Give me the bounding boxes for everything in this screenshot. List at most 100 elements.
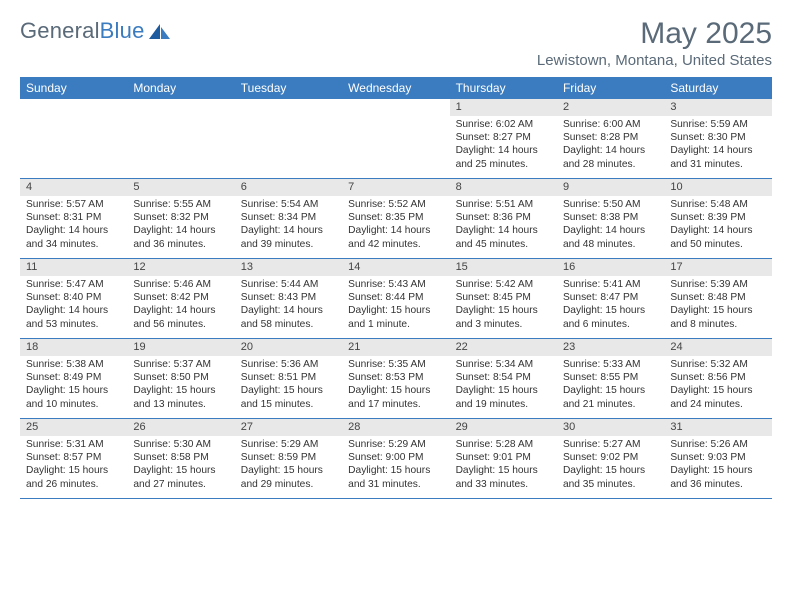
week-divider [20,498,772,499]
day-number-cell: 29 [450,419,557,436]
day-number-cell: 24 [664,339,771,356]
sunset-line: Sunset: 9:02 PM [563,451,658,464]
day-content-cell: Sunrise: 5:42 AMSunset: 8:45 PMDaylight:… [450,276,557,336]
weekday-header-cell: Monday [127,77,234,99]
day-content-cell: Sunrise: 5:39 AMSunset: 8:48 PMDaylight:… [664,276,771,336]
sunrise-line: Sunrise: 5:59 AM [670,118,765,131]
daylight-line: Daylight: 14 hours and 45 minutes. [456,224,551,251]
daylight-line: Daylight: 14 hours and 34 minutes. [26,224,121,251]
sunrise-line: Sunrise: 5:46 AM [133,278,228,291]
day-number-cell: 18 [20,339,127,356]
day-content-cell: Sunrise: 5:47 AMSunset: 8:40 PMDaylight:… [20,276,127,336]
day-number-cell: 7 [342,179,449,196]
sunset-line: Sunset: 8:54 PM [456,371,551,384]
sunrise-line: Sunrise: 5:34 AM [456,358,551,371]
day-content-cell: Sunrise: 5:28 AMSunset: 9:01 PMDaylight:… [450,436,557,496]
sunset-line: Sunset: 8:42 PM [133,291,228,304]
sunset-line: Sunset: 9:00 PM [348,451,443,464]
day-number-cell: 16 [557,259,664,276]
sunset-line: Sunset: 8:43 PM [241,291,336,304]
day-content-cell: Sunrise: 5:43 AMSunset: 8:44 PMDaylight:… [342,276,449,336]
daylight-line: Daylight: 14 hours and 36 minutes. [133,224,228,251]
daylight-line: Daylight: 14 hours and 50 minutes. [670,224,765,251]
daylight-line: Daylight: 15 hours and 13 minutes. [133,384,228,411]
day-number-cell: 15 [450,259,557,276]
day-number-row: 25262728293031 [20,419,772,436]
sunset-line: Sunset: 9:03 PM [670,451,765,464]
sunrise-line: Sunrise: 5:50 AM [563,198,658,211]
sunrise-line: Sunrise: 5:31 AM [26,438,121,451]
daylight-line: Daylight: 14 hours and 48 minutes. [563,224,658,251]
weekday-header-cell: Saturday [664,77,771,99]
day-number-cell: 6 [235,179,342,196]
empty-content-cell [235,116,342,176]
empty-content-cell [342,116,449,176]
day-number-cell: 9 [557,179,664,196]
empty-cell [342,99,449,116]
daylight-line: Daylight: 15 hours and 15 minutes. [241,384,336,411]
day-number-cell: 27 [235,419,342,436]
sunrise-line: Sunrise: 5:33 AM [563,358,658,371]
day-content-cell: Sunrise: 5:50 AMSunset: 8:38 PMDaylight:… [557,196,664,256]
weekday-header-cell: Friday [557,77,664,99]
day-number-row: 45678910 [20,179,772,196]
day-content-cell: Sunrise: 5:59 AMSunset: 8:30 PMDaylight:… [664,116,771,176]
sunset-line: Sunset: 8:49 PM [26,371,121,384]
day-number-cell: 19 [127,339,234,356]
sunrise-line: Sunrise: 5:30 AM [133,438,228,451]
sunrise-line: Sunrise: 5:43 AM [348,278,443,291]
day-content-cell: Sunrise: 5:44 AMSunset: 8:43 PMDaylight:… [235,276,342,336]
day-content-cell: Sunrise: 5:52 AMSunset: 8:35 PMDaylight:… [342,196,449,256]
day-content-row: Sunrise: 5:38 AMSunset: 8:49 PM Daylight:… [20,356,772,416]
day-number-cell: 26 [127,419,234,436]
daylight-line: Daylight: 15 hours and 36 minutes. [670,464,765,491]
daylight-line: Daylight: 15 hours and 35 minutes. [563,464,658,491]
day-content-cell: Sunrise: 5:54 AMSunset: 8:34 PMDaylight:… [235,196,342,256]
day-content-row: Sunrise: 5:57 AMSunset: 8:31 PMDaylight:… [20,196,772,256]
day-number-cell: 5 [127,179,234,196]
daylight-line: Daylight: 15 hours and 31 minutes. [348,464,443,491]
weekday-header-cell: Thursday [450,77,557,99]
daylight-line: Daylight: 15 hours and 17 minutes. [348,384,443,411]
sunset-line: Sunset: 8:50 PM [133,371,228,384]
day-number-cell: 25 [20,419,127,436]
sunset-line: Sunset: 8:38 PM [563,211,658,224]
sunset-line: Sunset: 8:35 PM [348,211,443,224]
day-content-cell: Sunrise: 5:35 AMSunset: 8:53 PMDaylight:… [342,356,449,416]
month-title: May 2025 [537,18,772,50]
sunset-line: Sunset: 8:53 PM [348,371,443,384]
day-content-cell: Sunrise: 5:29 AMSunset: 8:59 PMDaylight:… [235,436,342,496]
day-number-cell: 23 [557,339,664,356]
day-number-cell: 3 [664,99,771,116]
day-number-cell: 22 [450,339,557,356]
day-content-cell: Sunrise: 5:48 AMSunset: 8:39 PMDaylight:… [664,196,771,256]
empty-cell [20,99,127,116]
calendar-grid: SundayMondayTuesdayWednesdayThursdayFrid… [20,77,772,499]
day-number-cell: 20 [235,339,342,356]
weekday-header-cell: Sunday [20,77,127,99]
empty-content-cell [127,116,234,176]
sunrise-line: Sunrise: 5:41 AM [563,278,658,291]
day-content-cell: Sunrise: 5:34 AMSunset: 8:54 PMDaylight:… [450,356,557,416]
sunrise-line: Sunrise: 5:42 AM [456,278,551,291]
sunset-line: Sunset: 8:58 PM [133,451,228,464]
sunrise-line: Sunrise: 5:39 AM [670,278,765,291]
sunrise-line: Sunrise: 5:38 AM [26,358,121,371]
sunset-line: Sunset: 8:30 PM [670,131,765,144]
day-number-cell: 30 [557,419,664,436]
day-content-cell: Sunrise: 5:37 AMSunset: 8:50 PMDaylight:… [127,356,234,416]
weekday-header-row: SundayMondayTuesdayWednesdayThursdayFrid… [20,77,772,99]
day-content-cell: Sunrise: 5:46 AMSunset: 8:42 PMDaylight:… [127,276,234,336]
day-content-cell: Sunrise: 5:27 AMSunset: 9:02 PMDaylight:… [557,436,664,496]
sunset-line: Sunset: 8:47 PM [563,291,658,304]
day-number-cell: 31 [664,419,771,436]
day-content-row: Sunrise: 6:02 AMSunset: 8:27 PMDaylight:… [20,116,772,176]
sunset-line: Sunset: 8:56 PM [670,371,765,384]
daylight-line: Daylight: 14 hours and 42 minutes. [348,224,443,251]
sunrise-line: Sunrise: 6:02 AM [456,118,551,131]
day-content-cell: Sunrise: 5:57 AMSunset: 8:31 PMDaylight:… [20,196,127,256]
day-content-cell: Sunrise: 6:00 AMSunset: 8:28 PMDaylight:… [557,116,664,176]
location-text: Lewistown, Montana, United States [537,52,772,69]
sunrise-line: Sunrise: 5:55 AM [133,198,228,211]
sunset-line: Sunset: 8:44 PM [348,291,443,304]
